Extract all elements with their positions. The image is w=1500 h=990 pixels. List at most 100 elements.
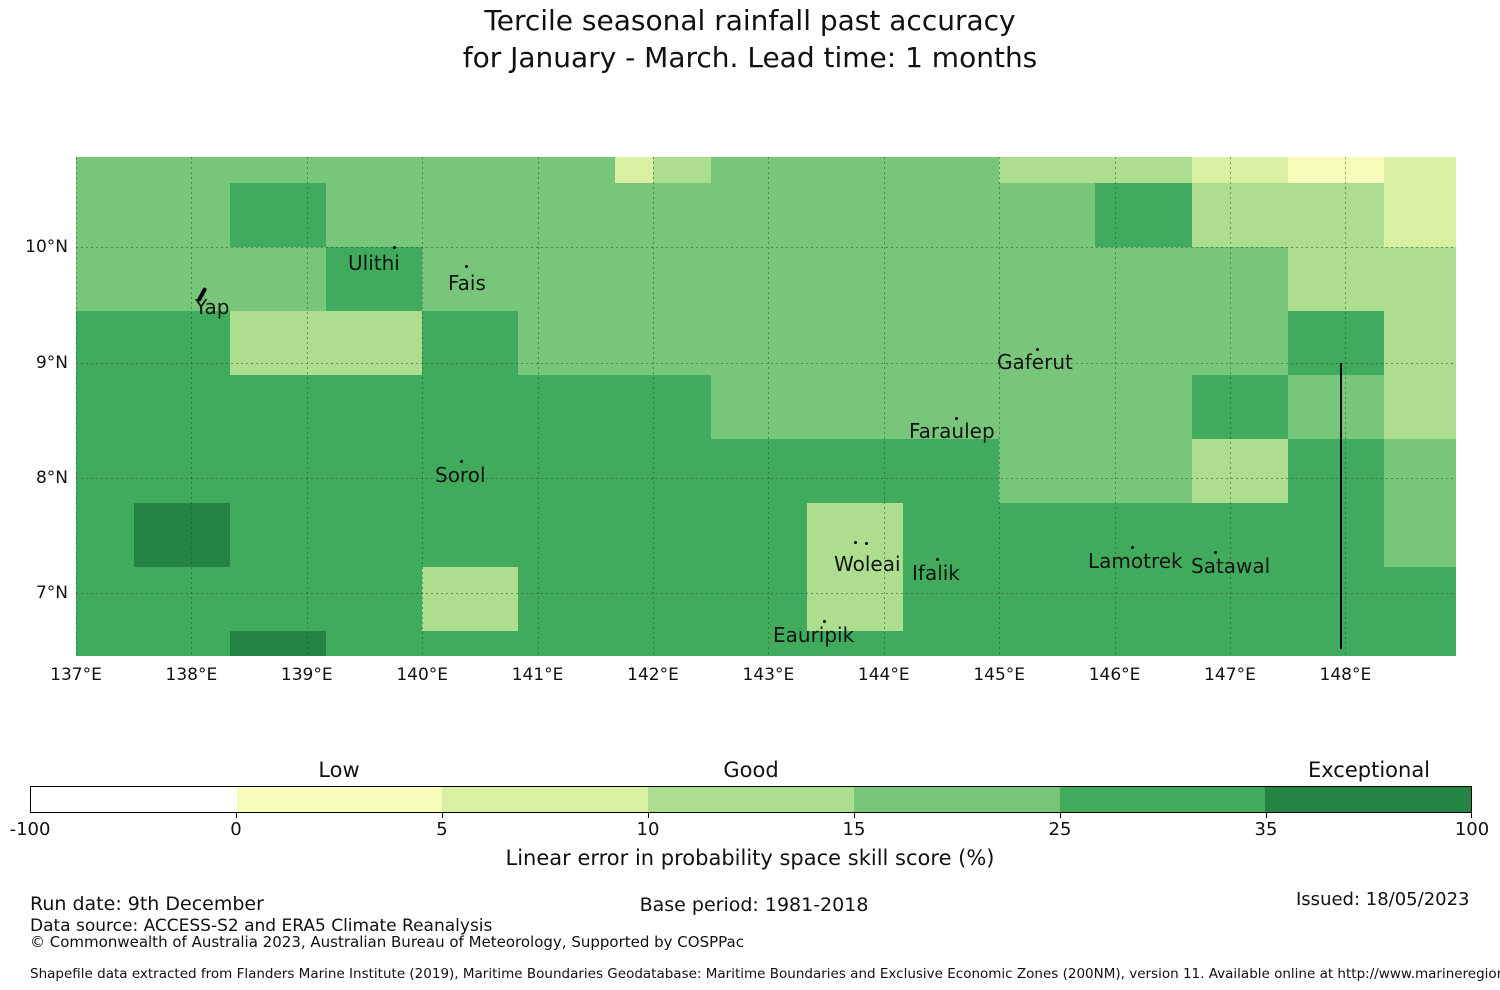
map-cell	[1191, 439, 1289, 504]
island-label-fais: Fais	[448, 271, 486, 295]
y-tick-label: 7°N	[35, 582, 68, 603]
footer-issued-date: Issued: 18/05/2023	[1296, 889, 1470, 910]
colorbar-segment	[31, 787, 237, 812]
colorbar-tick-mark	[648, 813, 649, 818]
y-tick-label: 10°N	[25, 237, 68, 258]
island-marker-faraulep	[955, 417, 958, 420]
island-label-woleai: Woleai	[834, 552, 901, 576]
map-cell	[76, 503, 135, 568]
colorbar-tick-label: 0	[230, 819, 242, 840]
map-cell	[422, 567, 519, 632]
map-cell	[229, 183, 327, 249]
map-cell	[903, 503, 1385, 568]
graticule-parallel	[76, 592, 1455, 594]
map-cell	[76, 567, 423, 632]
colorbar-tick-label: -100	[9, 819, 51, 840]
eez-boundary-line	[1339, 362, 1342, 650]
colorbar-tick-label: 5	[436, 819, 448, 840]
colorbar-tick-mark	[1266, 813, 1267, 818]
island-marker-ifalik	[936, 558, 939, 561]
map-cell	[326, 247, 423, 313]
island-marker-satawal	[1214, 551, 1217, 554]
island-label-sorol: Sorol	[435, 463, 486, 487]
map-cell	[1287, 311, 1385, 376]
colorbar-tick-mark	[1471, 813, 1472, 818]
island-marker-sorol	[460, 460, 463, 463]
y-tick-label: 8°N	[35, 467, 68, 488]
map-cell	[76, 375, 712, 441]
x-tick-label: 145°E	[973, 665, 1026, 685]
map-cell	[1095, 183, 1193, 249]
footer-base-period: Base period: 1981-2018	[639, 894, 869, 916]
map-cell	[1191, 183, 1385, 249]
graticule-meridian	[1229, 157, 1231, 655]
colorbar-segment	[442, 787, 649, 812]
map-cell	[1383, 311, 1456, 376]
x-tick-label: 138°E	[165, 665, 218, 685]
island-label-satawal: Satawal	[1191, 554, 1271, 578]
colorbar-tick-mark	[854, 813, 855, 818]
map-cell	[76, 311, 231, 376]
map-cell	[1287, 375, 1385, 441]
x-tick-label: 140°E	[396, 665, 449, 685]
graticule-parallel	[76, 477, 1455, 479]
colorbar-segment	[1265, 787, 1471, 812]
x-tick-label: 147°E	[1204, 665, 1256, 685]
map-cell	[133, 503, 231, 568]
island-label-ulithi: Ulithi	[348, 251, 400, 275]
footer-shapefile-note: Shapefile data extracted from Flanders M…	[30, 966, 1500, 982]
island-marker-ulithi	[393, 246, 396, 249]
island-marker-woleai-2	[865, 542, 868, 545]
colorbar-tick-label: 10	[636, 819, 660, 840]
graticule-meridian	[999, 157, 1001, 655]
map-cell	[76, 183, 231, 249]
map-cell	[1383, 157, 1456, 185]
graticule-meridian	[191, 157, 193, 655]
x-tick-label: 143°E	[742, 665, 795, 685]
chart-title-line1: Tercile seasonal rainfall past accuracy	[484, 4, 1016, 37]
island-marker-eauripik	[823, 620, 826, 623]
x-tick-label: 144°E	[857, 665, 910, 685]
map-cell	[999, 157, 1193, 185]
map-cell	[229, 503, 808, 568]
map-cell	[1287, 157, 1385, 185]
map-cell	[76, 631, 231, 656]
map-cell	[1383, 503, 1456, 568]
x-tick-label: 146°E	[1088, 665, 1141, 685]
colorbar-tick-label: 100	[1454, 819, 1490, 840]
colorbar-segment	[853, 787, 1060, 812]
chart-title-line2: for January - March. Lead time: 1 months	[462, 41, 1038, 74]
colorbar-tick-label: 35	[1254, 819, 1278, 840]
colorbar	[30, 786, 1472, 813]
graticule-meridian	[883, 157, 885, 655]
colorbar-tick-mark	[236, 813, 237, 818]
map-cell	[903, 567, 1456, 632]
map-cell	[710, 375, 1193, 441]
graticule-meridian	[76, 157, 77, 655]
island-marker-lamotrek	[1131, 546, 1134, 549]
map-cell	[806, 503, 904, 568]
footer-run-date: Run date: 9th December	[30, 893, 264, 915]
island-label-lamotrek: Lamotrek	[1088, 549, 1183, 573]
map-cell	[229, 631, 327, 656]
map-cell	[806, 567, 904, 632]
y-tick-label: 9°N	[35, 352, 68, 373]
map-cell	[710, 157, 1000, 185]
footer-data-source: Data source: ACCESS-S2 and ERA5 Climate …	[30, 916, 493, 936]
graticule-meridian	[306, 157, 308, 655]
colorbar-axis-label: Linear error in probability space skill …	[505, 846, 995, 870]
island-label-ifalik: Ifalik	[912, 561, 960, 585]
map-cell	[229, 311, 423, 376]
graticule-meridian	[422, 157, 424, 655]
map-cell	[326, 183, 1096, 249]
map-cell	[652, 157, 712, 185]
map-cell	[76, 157, 616, 185]
graticule-meridian	[768, 157, 770, 655]
colorbar-tick-mark	[442, 813, 443, 818]
map-plot-area: Yap Ulithi Fais Sorol Gaferut Faraulep Woleai I…	[76, 157, 1456, 656]
map-cell	[76, 247, 327, 313]
footer-copyright: © Commonwealth of Australia 2023, Austra…	[30, 933, 744, 951]
island-marker-gaferut	[1036, 348, 1039, 351]
island-label-faraulep: Faraulep	[909, 419, 995, 443]
